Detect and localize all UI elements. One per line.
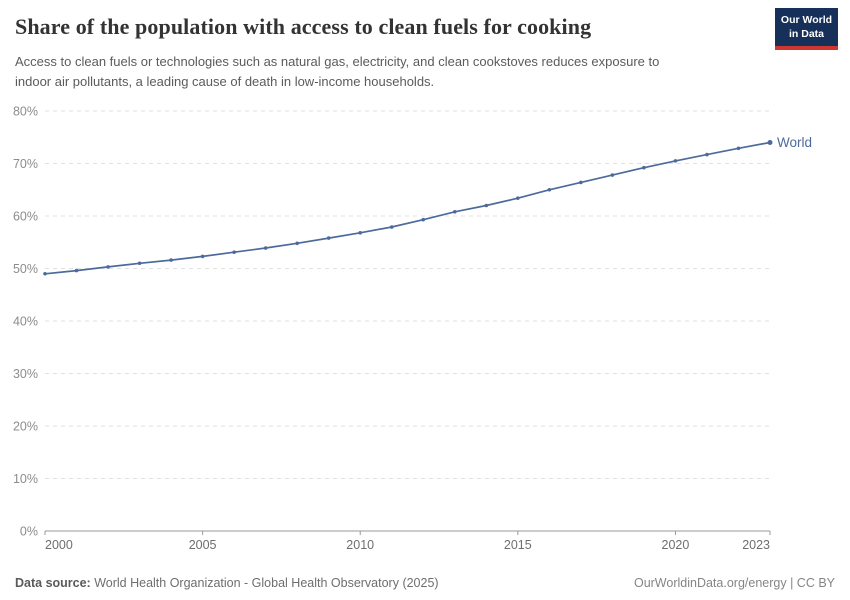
y-axis-tick-label: 70% [13, 157, 38, 171]
subtitle-line-2: indoor air pollutants, a leading cause o… [15, 73, 435, 89]
y-axis-tick-label: 0% [20, 525, 38, 539]
series-end-label: World [777, 135, 812, 150]
data-point [421, 217, 426, 222]
y-axis-tick-label: 10% [13, 472, 38, 486]
data-point [736, 146, 741, 151]
x-axis-tick-label: 2000 [45, 538, 73, 552]
data-source: Data source: World Health Organization -… [15, 576, 439, 590]
data-point [232, 250, 236, 255]
x-axis-tick-label: 2010 [346, 538, 374, 552]
data-point [484, 203, 489, 208]
attribution: OurWorldinData.org/energy | CC BY [634, 576, 835, 590]
x-axis-tick-label: 2015 [504, 538, 532, 552]
data-point [295, 241, 299, 246]
subtitle-line-1: Access to clean fuels or technologies su… [15, 54, 660, 69]
data-point [43, 271, 47, 276]
owid-logo[interactable]: Our World in Data [775, 8, 838, 51]
data-point [767, 140, 773, 145]
data-source-label: Data source: [15, 576, 91, 590]
x-axis-tick-label: 2005 [189, 538, 217, 552]
x-axis-tick-label: 2023 [742, 538, 770, 552]
y-axis-tick-label: 80% [13, 105, 38, 119]
owid-url-link[interactable]: OurWorldinData.org/energy [633, 576, 787, 590]
data-point [106, 265, 110, 269]
y-axis-tick-label: 20% [13, 420, 38, 434]
page-title: Share of the population with access to c… [15, 14, 592, 39]
line-chart: 0% 10% 20% 30% 40% 50% 60% 70% 80% 2000 2005 2010 20… [13, 105, 812, 553]
data-point [326, 236, 331, 240]
data-point [547, 187, 552, 192]
y-axis-tick-label: 40% [13, 315, 38, 329]
x-axis-tick-label: 2020 [662, 538, 690, 552]
data-source-text: World Health Organization - Global Healt… [90, 576, 439, 590]
data-point [389, 225, 394, 229]
data-point [169, 258, 173, 262]
data-point [705, 152, 709, 157]
data-point [642, 165, 646, 170]
chart-subtitle: Access to clean fuels or technologies su… [15, 52, 775, 91]
data-point [74, 268, 79, 273]
y-axis-tick-label: 30% [13, 367, 38, 381]
data-point [673, 159, 678, 163]
data-point [200, 254, 205, 259]
y-axis-tick-label: 50% [13, 262, 38, 276]
owid-logo-line-2: in Data [788, 27, 824, 40]
y-axis-tick-label: 60% [13, 210, 38, 224]
data-point [610, 173, 615, 177]
data-point [358, 231, 363, 235]
license-label[interactable]: CC BY [796, 576, 835, 590]
data-point [579, 180, 583, 185]
data-point [263, 246, 268, 250]
data-point [516, 196, 520, 200]
data-point [137, 261, 142, 266]
chart-footer: Data source: World Health Organization -… [15, 576, 835, 590]
owid-logo-line-1: Our World [780, 14, 833, 26]
data-line-world [44, 141, 771, 275]
attribution-separator: | [786, 576, 797, 590]
data-point [452, 210, 457, 214]
